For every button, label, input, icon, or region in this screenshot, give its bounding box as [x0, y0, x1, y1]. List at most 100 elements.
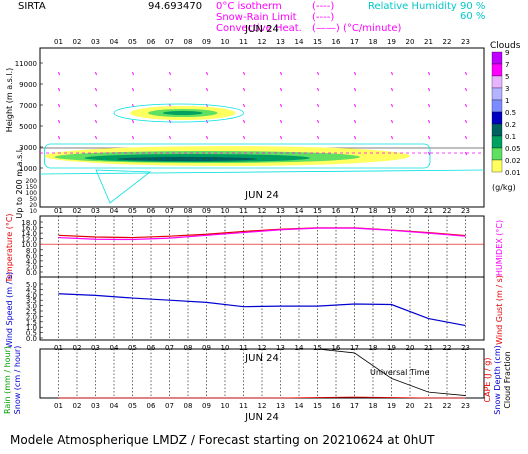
x-tick-label: 16 [332, 344, 341, 352]
x-tick-label: 15 [313, 38, 322, 46]
x-tick-label: 08 [184, 344, 193, 352]
x-tick-label: 02 [73, 344, 82, 352]
temperature-y-label: Temperature (°C) [5, 213, 14, 283]
legend-right-value: 60 % [460, 11, 485, 22]
x-tick-label: 03 [91, 344, 100, 352]
snow-y-label: Snow (cm / hour) [13, 346, 22, 415]
x-tick-label: 01 [54, 207, 63, 215]
x-tick-label: 14 [295, 402, 304, 410]
colorbar-swatch [491, 99, 503, 113]
x-tick-label: 02 [73, 402, 82, 410]
x-tick-label: 08 [184, 402, 193, 410]
wind-barb [317, 87, 319, 92]
wind-barb [354, 119, 356, 124]
x-tick-label: 14 [295, 38, 304, 46]
x-tick-label: 10 [221, 402, 230, 410]
y-tick-label: 9000 [19, 81, 37, 89]
y-tick-label: 2.0 [26, 263, 37, 271]
x-tick-label: 22 [443, 344, 452, 352]
wind-barb [391, 103, 393, 108]
wind-barb [206, 87, 208, 92]
y-tick-label: 6.0 [26, 252, 37, 260]
wind-barb [465, 151, 467, 156]
wind-barb [58, 103, 60, 108]
x-tick-label: 23 [461, 402, 470, 410]
x-tick-label: 05 [128, 38, 137, 46]
x-tick-label: 12 [258, 344, 267, 352]
legend-left: 0°C isotherm (----) Snow-Rain Limit (----) C… [216, 1, 402, 34]
y-tick-label: 20 [29, 202, 37, 209]
y-tick-label: 3.0 [26, 303, 37, 311]
cloud-panel: JUN 24 01 02 03 04 05 06 07 08 09 10 11 12 13 14 15 16 17… [5, 24, 485, 219]
wind-barb [391, 119, 393, 124]
x-tick-label: 19 [387, 38, 396, 46]
x-tick-label: 19 [387, 402, 396, 410]
x-tick-label: 09 [202, 402, 211, 410]
wind-barb [354, 103, 356, 108]
y-tick-label: 7000 [19, 102, 37, 110]
x-tick-label: 04 [110, 344, 119, 352]
x-tick-label: 15 [313, 344, 322, 352]
y-tick-label: 50 [29, 196, 37, 203]
temperature-panel-frame [39, 215, 485, 278]
x-tick-label: 04 [110, 207, 119, 215]
wind-barb [317, 71, 319, 76]
x-tick-label: 14 [295, 344, 304, 352]
x-tick-label: 23 [461, 344, 470, 352]
wind-barb [465, 103, 467, 108]
y-tick-label: 3000 [19, 144, 37, 152]
x-tick-label: 10 [221, 38, 230, 46]
x-tick-label: 09 [202, 207, 211, 215]
legend-left-label: Snow-Rain Limit [216, 12, 297, 23]
x-tick-label: 04 [110, 402, 119, 410]
legend-left-label: 0°C isotherm [216, 1, 282, 12]
x-tick-label: 02 [73, 207, 82, 215]
x-tick-label: 10 [221, 207, 230, 215]
cloudbar-title: Clouds [490, 41, 521, 51]
wind-barb [428, 135, 430, 140]
wind-barb [354, 135, 356, 140]
colorbar-tick: 0.01 [505, 169, 521, 177]
x-tick-label: 13 [276, 402, 285, 410]
wind-barb [132, 87, 134, 92]
x-tick-label: 07 [165, 38, 174, 46]
y-tick-label: 3.5 [26, 297, 37, 305]
wind-barb [280, 71, 282, 76]
x-tick-label: 21 [424, 402, 433, 410]
x-tick-label: 03 [91, 207, 100, 215]
x-tick-label: 06 [147, 207, 156, 215]
wind-barb [95, 135, 97, 140]
colorbar-tick: 0.05 [505, 145, 521, 153]
wind-barb [391, 87, 393, 92]
colorbar-tick: 0.02 [505, 157, 521, 165]
x-tick-label: 18 [369, 402, 378, 410]
wind-barb [243, 135, 245, 140]
wind-barb [354, 71, 356, 76]
wind-barb [354, 87, 356, 92]
x-tick-label: 17 [350, 344, 359, 352]
x-tick-label: 20 [406, 38, 415, 46]
x-tick-label: 18 [369, 207, 378, 215]
legend-left-label: Convective Heat. [216, 23, 302, 34]
x-tick-label: 08 [184, 207, 193, 215]
x-tick-label: 14 [295, 207, 304, 215]
colorbar-swatch [491, 63, 503, 77]
x-tick-label: 05 [128, 402, 137, 410]
x-tick-label: 11 [239, 402, 248, 410]
x-tick-label: 06 [147, 402, 156, 410]
site-name: SIRTA [18, 1, 46, 12]
cloud-colorbar: 9 7 5 3 1 0.5 0.2 0.1 0.05 0.02 0.01 [491, 49, 521, 177]
x-tick-label: 13 [276, 207, 285, 215]
wind-barb [428, 151, 430, 156]
wind-barb [58, 119, 60, 124]
x-tick-label: 05 [128, 207, 137, 215]
wind-barb [243, 103, 245, 108]
x-tick-label: 03 [91, 402, 100, 410]
humidex-y-label: HUMIDEX (°C) [495, 220, 504, 276]
x-tick-label: 21 [424, 207, 433, 215]
y-tick-label: 10 [29, 208, 37, 215]
x-tick-label: 15 [313, 207, 322, 215]
wind-barb [317, 135, 319, 140]
rh-contour [95, 169, 152, 204]
